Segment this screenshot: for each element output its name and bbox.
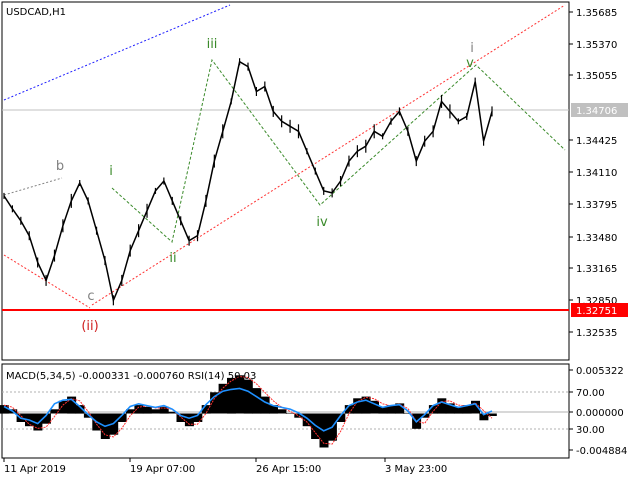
macd-bar [41,413,51,424]
macd-bar [269,405,278,414]
macd-bar [184,413,194,427]
macd-bar [252,388,262,414]
macd-bar [151,409,161,414]
macd-signal-line [3,376,493,445]
macd-bar [386,405,396,414]
wave-label: iii [207,37,218,52]
macd-bar [159,406,169,414]
symbol-label: USDCAD,H1 [6,7,66,18]
macd-bar [168,411,178,414]
macd-bar [336,413,346,422]
macd-bar [361,396,371,414]
upper-channel-line [3,4,231,101]
macd-bar [479,413,489,421]
macd-bar [445,403,455,414]
macd-bar [176,413,186,422]
macd-bar [33,413,43,431]
price-tick-label: 1.34706 [576,106,617,117]
macd-bar [277,409,287,414]
indicator-tick-label: 30.00 [576,425,605,436]
wave-label: b [56,159,64,174]
indicator-label: MACD(5,34,5) -0.000331 -0.000760 RSI(14)… [6,371,256,382]
macd-bar [218,383,228,414]
price-tick-label: 1.32751 [576,306,617,317]
macd-bar [75,405,85,414]
macd-bar [454,406,464,414]
macd-bar [260,396,270,414]
indicator-tick-label: -0.004884 [576,446,627,457]
macd-bar [126,409,135,414]
macd-bar [420,413,430,418]
macd-bar [58,400,68,414]
macd-bar [370,400,379,414]
macd-bar [142,406,152,414]
price-tick-label: 1.35055 [576,71,617,82]
macd-bar [471,400,480,414]
macd-bar [302,413,312,427]
indicator-tick-label: 0.005322 [576,366,624,377]
macd-bar [487,413,497,416]
macd-bar [403,413,413,414]
indicator-layer [0,375,569,448]
macd-bar [395,403,405,414]
main-chart-frame [1,1,570,361]
date-tick-label: 11 Apr 2019 [4,464,66,475]
macd-bar [344,405,354,414]
macd-bar [462,405,472,414]
axis-layer: 1.35685 1.35370 1.35055 1.34706 1.34425 1.341… [3,8,628,475]
macd-bar [134,405,144,414]
price-tick-label: 1.33165 [576,264,617,275]
rsi-line [3,387,493,432]
wave-label: (ii) [81,319,98,334]
macd-bar [67,396,77,414]
price-tick-label: 1.35370 [576,40,617,51]
date-tick-label: 26 Apr 15:00 [256,464,321,475]
price-tick-label: 1.32850 [576,296,617,307]
wave-label: c [87,289,94,304]
support-price-box [571,303,628,317]
macd-bar [378,406,388,414]
wave-label: i [109,164,113,179]
macd-bar [235,375,245,414]
wave-label: iv [316,215,328,230]
current-price-box [571,103,628,117]
macd-bar [428,405,438,414]
macd-bar [201,405,211,414]
macd-bar [50,409,60,414]
price-tick-label: 1.34110 [576,168,617,179]
price-tick-label: 1.34425 [576,136,617,147]
macd-bar [285,413,295,414]
wave-label: ii [169,251,176,266]
macd-bar [353,398,363,414]
macd-bar [0,405,9,414]
lower-channel-line [91,4,566,306]
macd-bar [437,398,447,414]
macd-bar [193,413,203,422]
macd-bar [227,377,236,414]
date-tick-label: 19 Apr 07:00 [130,464,195,475]
correction-line [3,254,91,309]
macd-bar [243,379,253,414]
price-tick-label: 1.32535 [576,328,617,339]
indicator-tick-label: 0.000000 [576,408,624,419]
indicator-tick-label: 70.00 [576,388,605,399]
price-tick-label: 1.33795 [576,200,617,211]
macd-bar [294,413,304,418]
macd-bar [210,392,220,414]
price-tick-label: 1.35685 [576,8,617,19]
date-tick-label: 3 May 23:00 [385,464,447,475]
macd-bar [117,413,127,422]
elliott-wave-line [111,58,566,243]
price-tick-label: 1.33480 [576,233,617,244]
wave-label: i [470,41,474,56]
wave-label: v [466,56,474,71]
